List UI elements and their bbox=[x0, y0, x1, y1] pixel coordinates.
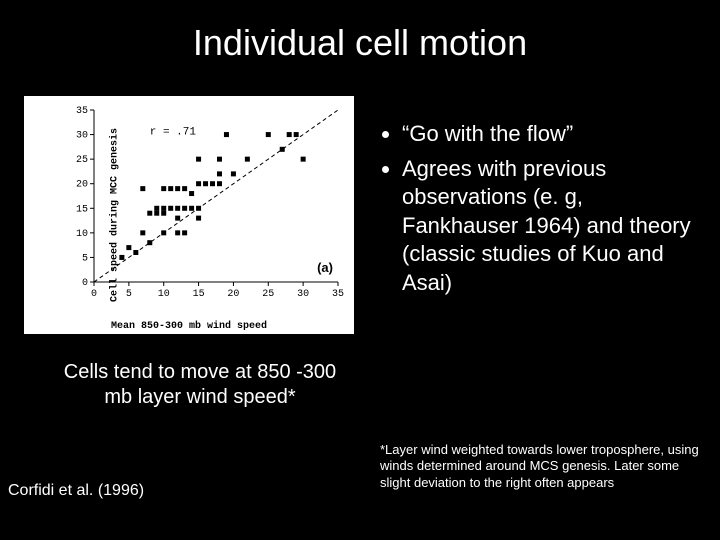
svg-text:30: 30 bbox=[76, 131, 88, 142]
svg-text:20: 20 bbox=[227, 289, 239, 300]
bullet-list: “Go with the flow” Agrees with previous o… bbox=[380, 120, 700, 304]
svg-text:35: 35 bbox=[332, 289, 344, 300]
chart-caption: Cells tend to move at 850 -300 mb layer … bbox=[60, 360, 340, 410]
svg-text:25: 25 bbox=[76, 155, 88, 166]
svg-text:15: 15 bbox=[193, 289, 205, 300]
svg-text:10: 10 bbox=[158, 289, 170, 300]
svg-text:5: 5 bbox=[126, 289, 132, 300]
svg-text:25: 25 bbox=[262, 289, 274, 300]
bullet-item: Agrees with previous observations (e. g,… bbox=[402, 155, 700, 298]
svg-text:35: 35 bbox=[76, 106, 88, 117]
svg-text:30: 30 bbox=[297, 289, 309, 300]
svg-text:10: 10 bbox=[76, 229, 88, 240]
svg-text:20: 20 bbox=[76, 180, 88, 191]
slide: { "title": "Individual cell motion", "bu… bbox=[0, 0, 720, 540]
x-axis-label: Mean 850-300 mb wind speed bbox=[24, 321, 354, 332]
svg-text:r = .71: r = .71 bbox=[150, 127, 197, 139]
citation: Corfidi et al. (1996) bbox=[8, 482, 144, 500]
svg-text:5: 5 bbox=[82, 253, 88, 264]
svg-text:0: 0 bbox=[82, 278, 88, 289]
footnote: *Layer wind weighted towards lower tropo… bbox=[380, 442, 710, 491]
svg-text:15: 15 bbox=[76, 204, 88, 215]
bullet-item: “Go with the flow” bbox=[402, 120, 700, 149]
scatter-svg: 0 5 10 15 20 25 30 35 0 5 10 15 20 25 30 35 r = .71 (a) bbox=[68, 104, 344, 302]
slide-title: Individual cell motion bbox=[0, 0, 720, 74]
svg-text:0: 0 bbox=[91, 289, 97, 300]
plot-area: 0 5 10 15 20 25 30 35 0 5 10 15 20 25 30 35 r = .71 (a) bbox=[68, 104, 344, 302]
scatter-chart-panel: Cell speed during MCC genesis Mean 850-3… bbox=[24, 96, 354, 334]
bullet-ul: “Go with the flow” Agrees with previous o… bbox=[380, 120, 700, 298]
svg-text:(a): (a) bbox=[317, 260, 333, 275]
